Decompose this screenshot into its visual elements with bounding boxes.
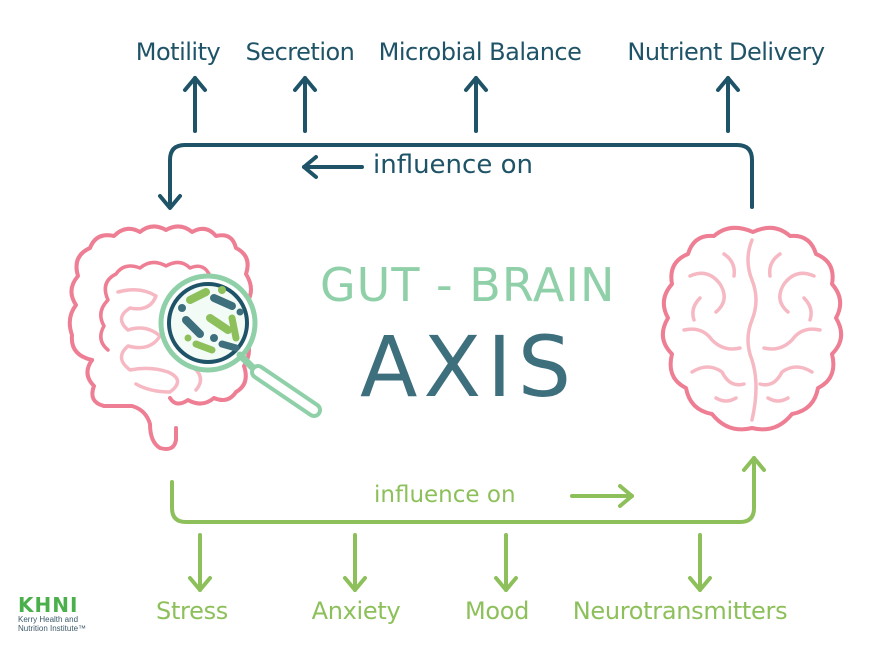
bottom-influence-label: influence on — [374, 482, 516, 508]
output-nutrient-delivery: Nutrient Delivery — [627, 38, 825, 66]
khni-logo: KHNI Kerry Health and Nutrition Institut… — [18, 595, 86, 633]
output-microbial-balance: Microbial Balance — [378, 38, 582, 66]
output-anxiety: Anxiety — [311, 597, 401, 625]
bacteria-icon — [178, 286, 244, 354]
logo-line-1: Kerry Health and — [18, 615, 79, 624]
title-gut-brain: GUT - BRAIN — [320, 258, 616, 312]
output-neurotransmitters: Neurotransmitters — [572, 597, 788, 625]
bottom-influence-connector — [170, 456, 766, 592]
brain-icon — [660, 225, 844, 432]
output-mood: Mood — [464, 597, 530, 625]
logo-mark: KHNI — [18, 593, 79, 617]
output-stress: Stress — [156, 597, 228, 625]
title-axis: AXIS — [360, 318, 578, 416]
output-motility: Motility — [135, 38, 221, 66]
logo-line-2: Nutrition Institute™ — [18, 624, 87, 633]
output-secretion: Secretion — [245, 38, 355, 66]
top-influence-label: influence on — [373, 150, 533, 180]
top-influence-connector — [158, 76, 754, 210]
